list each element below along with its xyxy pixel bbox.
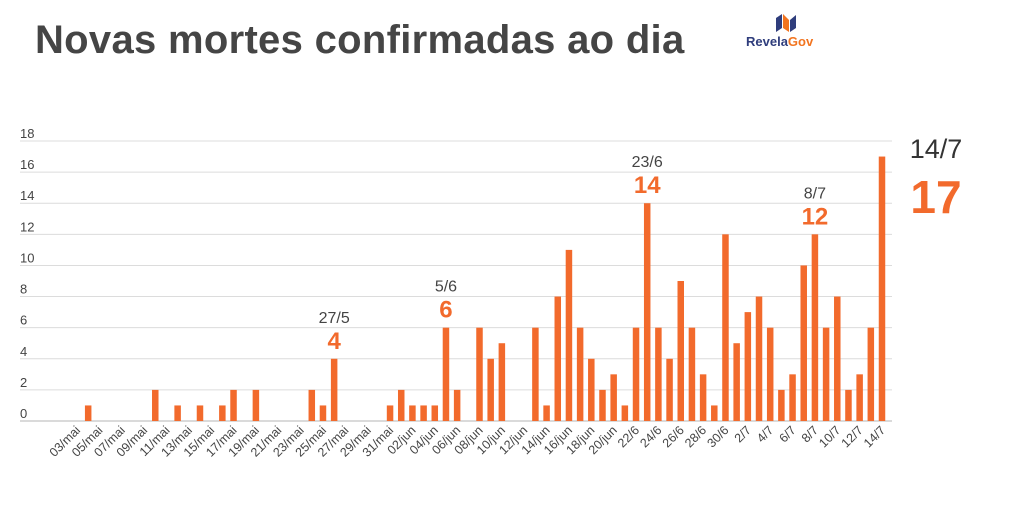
bar bbox=[431, 405, 439, 421]
logo-wordmark: RevelaGov bbox=[746, 34, 813, 49]
final-annotation-date: 14/7 bbox=[910, 134, 963, 164]
y-tick-label: 6 bbox=[20, 313, 27, 328]
bar bbox=[856, 374, 863, 421]
bar bbox=[800, 265, 807, 421]
annotation-value: 12 bbox=[802, 203, 829, 230]
bar bbox=[811, 234, 819, 421]
bar bbox=[487, 358, 494, 421]
bar bbox=[386, 405, 394, 421]
y-tick-label: 16 bbox=[20, 157, 34, 172]
y-tick-label: 14 bbox=[20, 188, 34, 203]
bar bbox=[766, 327, 774, 421]
bar bbox=[733, 343, 740, 421]
bar bbox=[588, 358, 595, 421]
bar bbox=[677, 281, 684, 421]
bar bbox=[319, 405, 327, 421]
x-tick-label: 4/7 bbox=[754, 423, 776, 445]
bar bbox=[643, 203, 651, 421]
x-tick-label: 28/6 bbox=[682, 423, 709, 450]
bar bbox=[610, 374, 617, 421]
bar bbox=[498, 343, 506, 421]
annotation-date: 27/5 bbox=[319, 310, 350, 327]
bar bbox=[532, 327, 539, 421]
y-tick-label: 8 bbox=[20, 282, 27, 297]
bar bbox=[196, 405, 204, 421]
x-tick-label: 22/6 bbox=[615, 423, 642, 450]
x-tick-label: 2/7 bbox=[732, 423, 754, 445]
bar bbox=[755, 296, 763, 421]
y-tick-label: 4 bbox=[20, 344, 27, 359]
bar bbox=[867, 327, 875, 421]
x-tick-label: 6/7 bbox=[776, 423, 798, 445]
bar bbox=[789, 374, 796, 421]
y-tick-label: 18 bbox=[20, 126, 34, 141]
revelagov-logo: RevelaGov bbox=[746, 12, 836, 52]
y-tick-label: 10 bbox=[20, 250, 34, 265]
bar bbox=[565, 249, 573, 421]
bar bbox=[621, 405, 629, 421]
bar bbox=[599, 389, 606, 421]
y-tick-label: 0 bbox=[20, 406, 27, 421]
bar bbox=[655, 327, 662, 421]
bar bbox=[666, 358, 673, 421]
x-tick-label: 24/6 bbox=[637, 423, 664, 450]
y-tick-label: 2 bbox=[20, 375, 27, 390]
bar bbox=[711, 405, 718, 421]
bar bbox=[219, 405, 226, 421]
bar bbox=[174, 405, 181, 421]
final-annotation-value: 17 bbox=[910, 171, 961, 223]
bar bbox=[845, 389, 852, 421]
logo-text-gov: Gov bbox=[787, 34, 814, 49]
y-tick-label: 12 bbox=[20, 219, 34, 234]
bar bbox=[330, 358, 338, 421]
bar bbox=[543, 405, 550, 421]
bar bbox=[453, 389, 461, 421]
bar bbox=[744, 312, 752, 421]
bar bbox=[476, 327, 483, 421]
annotation-value: 4 bbox=[327, 328, 341, 355]
bar bbox=[230, 389, 237, 421]
annotation-date: 8/7 bbox=[804, 185, 826, 202]
bar bbox=[878, 156, 886, 422]
bar bbox=[554, 296, 562, 421]
bar bbox=[152, 389, 159, 421]
x-tick-label: 26/6 bbox=[660, 423, 687, 450]
bar bbox=[409, 405, 416, 421]
bar bbox=[632, 327, 640, 421]
bar bbox=[688, 327, 696, 421]
annotation-date: 5/6 bbox=[435, 279, 457, 296]
bar bbox=[822, 327, 830, 421]
bar bbox=[442, 327, 450, 421]
bar bbox=[722, 234, 729, 421]
annotation-value: 14 bbox=[634, 172, 661, 199]
bar bbox=[834, 296, 841, 421]
bar bbox=[84, 405, 92, 421]
annotation-date: 23/6 bbox=[632, 154, 663, 171]
bar bbox=[397, 389, 405, 421]
x-tick-label: 12/7 bbox=[839, 423, 866, 450]
bar bbox=[252, 389, 260, 421]
x-tick-label: 30/6 bbox=[704, 423, 731, 450]
bar bbox=[699, 374, 707, 421]
logo-icon bbox=[776, 14, 796, 32]
bar bbox=[308, 389, 316, 421]
logo-text-revela: Revela bbox=[746, 34, 788, 49]
x-tick-label: 14/7 bbox=[861, 423, 888, 450]
bar bbox=[576, 327, 584, 421]
bar bbox=[778, 389, 785, 421]
x-tick-label: 10/7 bbox=[816, 423, 843, 450]
annotation-value: 6 bbox=[439, 297, 452, 324]
bar bbox=[420, 405, 427, 421]
chart-title: Novas mortes confirmadas ao dia bbox=[35, 18, 685, 62]
